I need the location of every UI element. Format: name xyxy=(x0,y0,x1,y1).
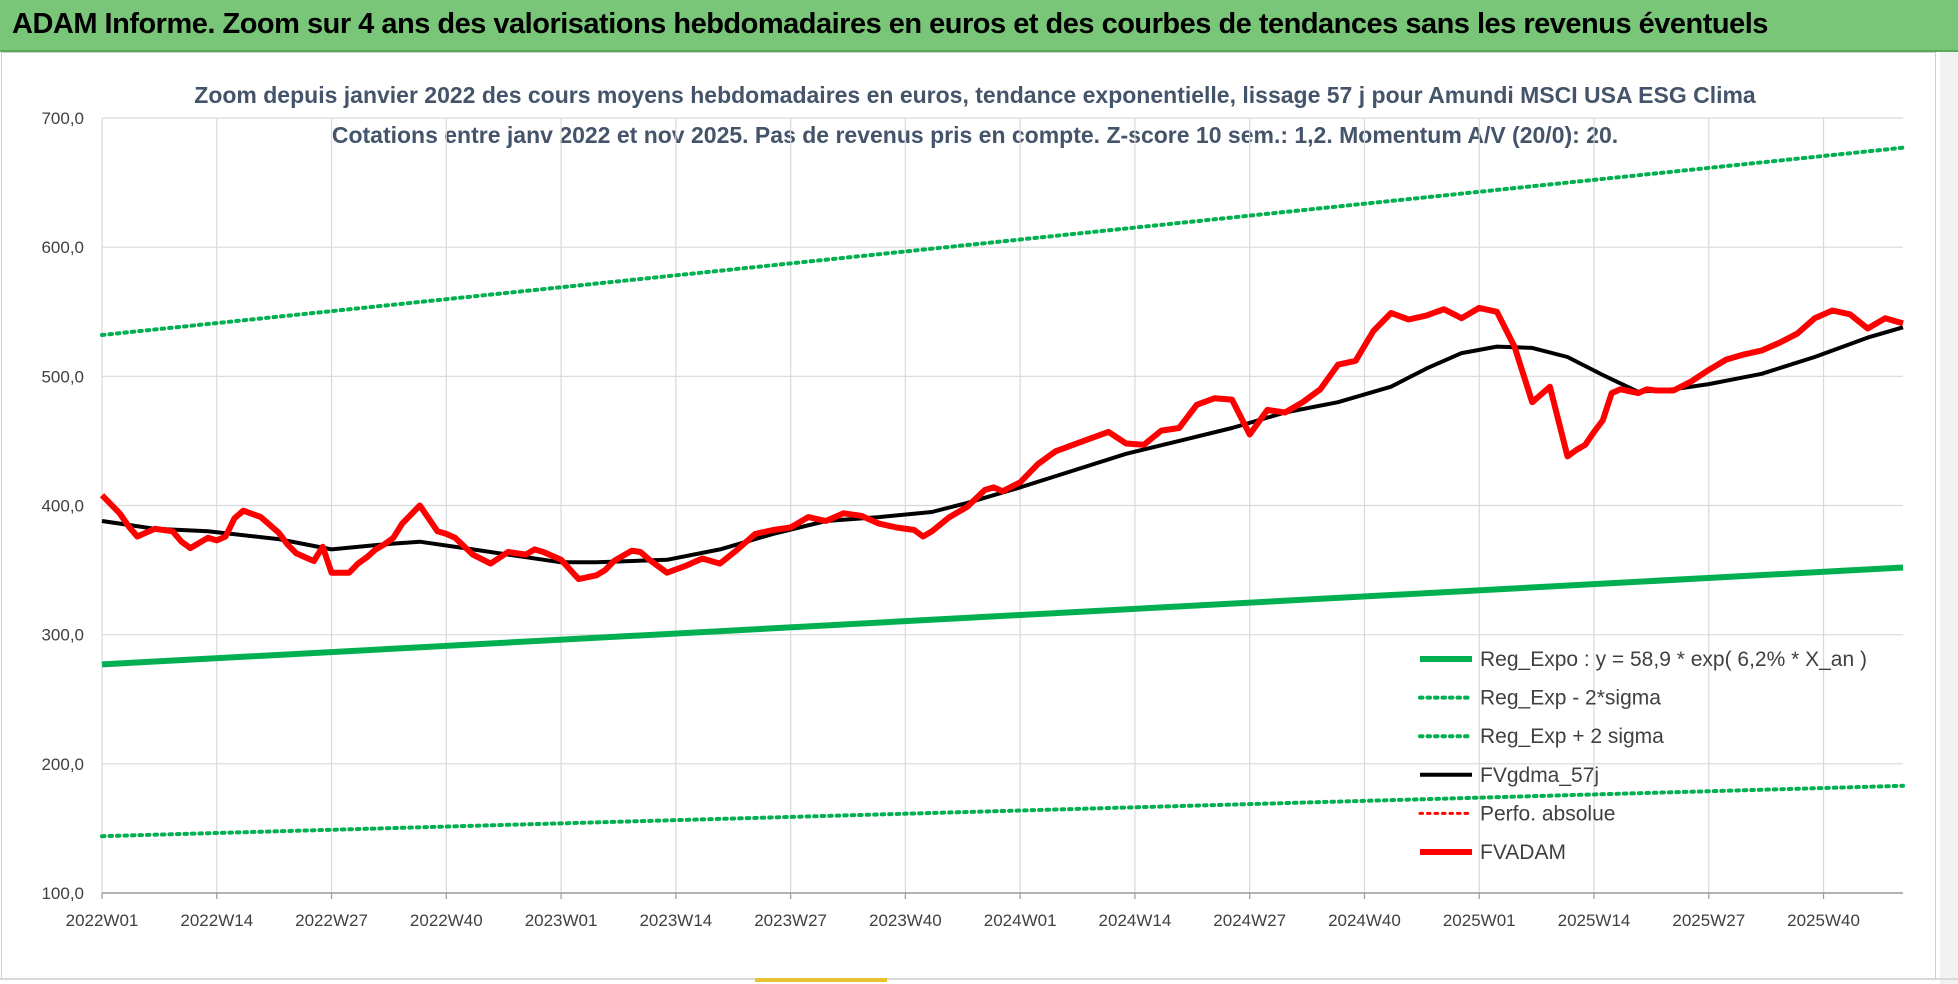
y-tick-label: 700,0 xyxy=(41,109,84,128)
gridlines xyxy=(101,117,1903,894)
chart-title-line-2: Cotations entre janv 2022 et nov 2025. P… xyxy=(332,122,1618,148)
series-line-2 xyxy=(100,145,1905,337)
y-axis: 100,0 200,0 300,0 400,0 500,0 600,0 700,0 xyxy=(41,109,84,903)
x-tick-label: 2024W27 xyxy=(1213,911,1286,930)
x-tick-label: 2022W14 xyxy=(180,911,253,930)
legend-label: Reg_Exp - 2*sigma xyxy=(1480,687,1661,710)
plot-series xyxy=(99,145,1905,839)
legend-label: Perfo. absolue xyxy=(1480,802,1615,825)
sheet-tab-marker xyxy=(755,978,887,982)
x-tick-label: 2022W27 xyxy=(295,911,368,930)
report-title: ADAM Informe. Zoom sur 4 ans des valoris… xyxy=(12,8,1768,40)
series-line-3 xyxy=(101,325,1904,565)
y-tick-label: 400,0 xyxy=(41,497,84,516)
x-tick-label: 2023W01 xyxy=(525,911,598,930)
y-tick-label: 200,0 xyxy=(41,755,84,774)
x-tick-label: 2023W40 xyxy=(869,911,942,930)
y-tick-label: 500,0 xyxy=(41,367,84,386)
y-tick-label: 100,0 xyxy=(41,884,84,903)
x-tick-label: 2025W27 xyxy=(1672,911,1745,930)
chart-title-line-1: Zoom depuis janvier 2022 des cours moyen… xyxy=(194,82,1756,108)
x-tick-label: 2024W40 xyxy=(1328,911,1401,930)
x-tick-label: 2024W14 xyxy=(1099,911,1172,930)
x-tick-label: 2023W14 xyxy=(639,911,712,930)
x-tick-label: 2022W40 xyxy=(410,911,483,930)
x-tick-label: 2025W01 xyxy=(1443,911,1516,930)
scroll-strip xyxy=(1940,52,1958,984)
x-tick-label: 2025W14 xyxy=(1558,911,1631,930)
legend-label: FVADAM xyxy=(1480,841,1566,864)
x-axis: 2022W01 2022W14 2022W27 2022W40 2023W01 2023W… xyxy=(66,892,1903,930)
x-tick-label: 2024W01 xyxy=(984,911,1057,930)
legend-label: Reg_Expo : y = 58,9 * exp( 6,2% * X_an ) xyxy=(1480,648,1867,671)
y-tick-label: 300,0 xyxy=(41,626,84,645)
x-tick-label: 2023W27 xyxy=(754,911,827,930)
legend-label: Reg_Exp + 2 sigma xyxy=(1480,725,1664,748)
x-tick-label: 2025W40 xyxy=(1787,911,1860,930)
legend-label: FVgdma_57j xyxy=(1480,764,1599,787)
series-line-5 xyxy=(99,304,1904,583)
x-tick-label: 2022W01 xyxy=(66,911,139,930)
legend: Reg_Expo : y = 58,9 * exp( 6,2% * X_an )… xyxy=(1418,648,1867,864)
series-line-1 xyxy=(100,783,1905,839)
y-tick-label: 600,0 xyxy=(41,238,84,257)
bottom-divider xyxy=(0,978,1958,980)
report-banner: ADAM Informe. Zoom sur 4 ans des valoris… xyxy=(0,0,1958,52)
series-line-0 xyxy=(101,564,1904,668)
